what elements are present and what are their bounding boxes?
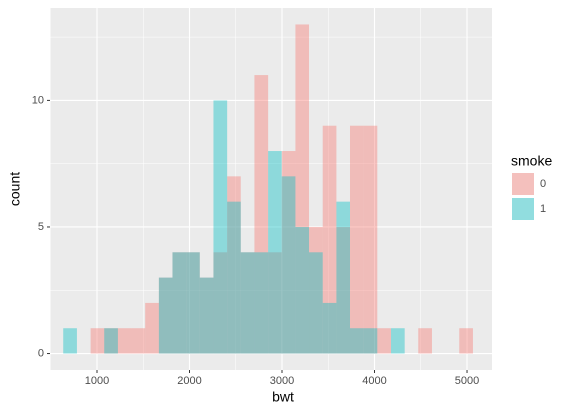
y-tick-label: 5 (38, 221, 44, 233)
y-axis-label: count (7, 172, 23, 206)
panel (50, 8, 492, 370)
bar (418, 328, 432, 354)
y-tick-label: 0 (38, 347, 44, 359)
bar (254, 75, 269, 354)
bar (240, 252, 255, 354)
legend-title: smoke (511, 153, 552, 169)
bar (281, 151, 296, 354)
legend-key (512, 173, 534, 195)
bar (227, 201, 241, 354)
x-tick-label: 1000 (85, 375, 109, 387)
x-axis-label: bwt (272, 389, 294, 405)
bar (309, 252, 323, 354)
x-tick-label: 5000 (455, 375, 479, 387)
bar (377, 328, 391, 354)
bar (186, 252, 200, 354)
y-tick-label: 10 (32, 94, 44, 106)
bar (459, 328, 473, 354)
legend-key-bg (512, 198, 534, 220)
bar (350, 125, 364, 354)
bar (254, 252, 269, 354)
bar (268, 252, 282, 354)
bar (336, 201, 351, 354)
bar (90, 328, 105, 354)
bar (199, 277, 214, 354)
bar (390, 328, 405, 354)
bar (131, 328, 146, 354)
bar (268, 151, 282, 354)
bar (158, 277, 173, 354)
x-tick-label: 3000 (270, 375, 294, 387)
bar (295, 24, 310, 354)
bar (213, 252, 228, 354)
x-tick-label: 2000 (177, 375, 201, 387)
bar (172, 252, 187, 354)
bar (158, 277, 173, 354)
bar (281, 176, 296, 354)
bar (227, 176, 241, 354)
bar (199, 277, 214, 354)
bar (117, 328, 132, 354)
legend-label: 1 (540, 203, 546, 215)
bar (295, 226, 310, 354)
bar (104, 328, 118, 354)
bar (322, 125, 337, 354)
bar (186, 252, 200, 354)
bar (363, 328, 378, 354)
legend-key-bg (512, 173, 534, 195)
bar (363, 125, 378, 354)
bar (350, 328, 364, 354)
bar (145, 302, 159, 354)
bar (213, 100, 228, 354)
legend-label: 0 (540, 178, 546, 190)
bar (240, 252, 255, 354)
legend-key (512, 198, 534, 220)
bar (63, 328, 77, 354)
bar (172, 252, 187, 354)
bar (309, 226, 323, 354)
bar (322, 302, 337, 354)
x-tick-label: 4000 (362, 375, 386, 387)
bar (336, 226, 351, 354)
bar (104, 328, 118, 354)
